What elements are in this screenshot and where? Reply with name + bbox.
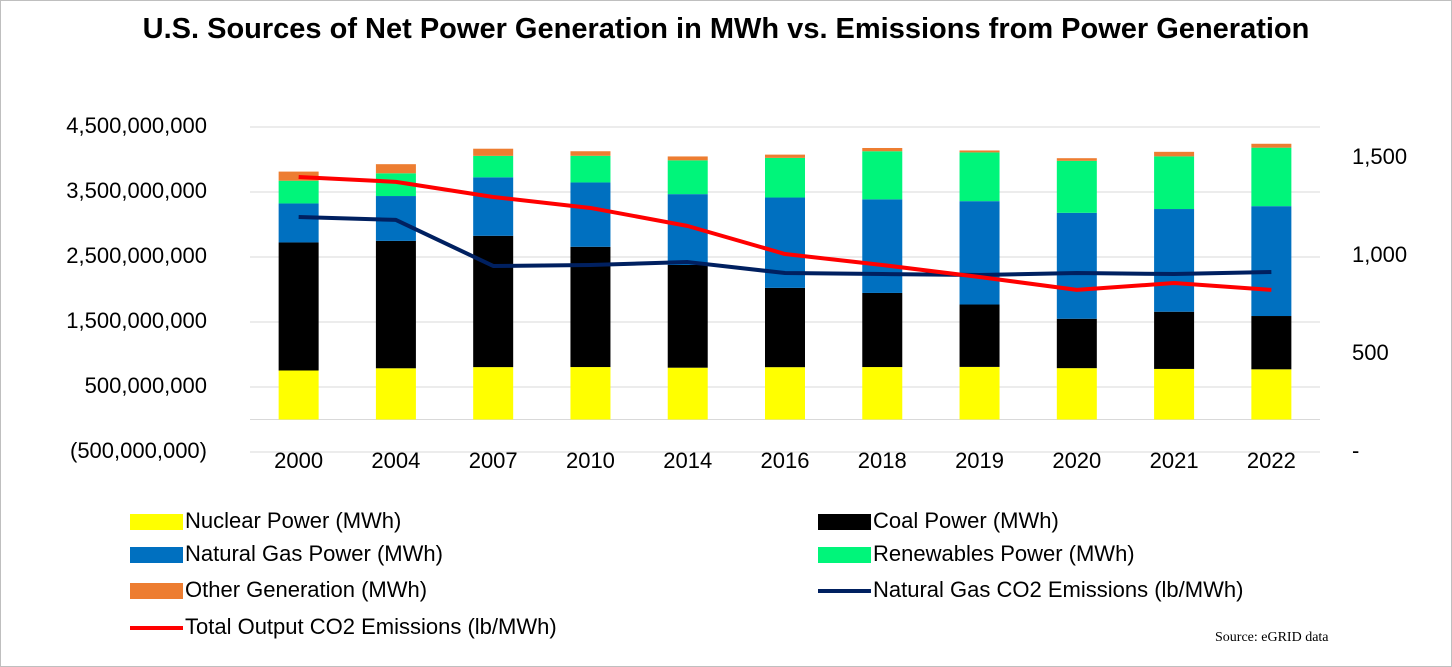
y-tick-label: 3,500,000,000 xyxy=(66,178,207,203)
y2-tick-label: 1,500 xyxy=(1352,144,1407,169)
bar-segment xyxy=(375,368,416,420)
y-tick-label: 500,000,000 xyxy=(85,373,207,398)
bar-segment xyxy=(1251,147,1292,207)
line-series xyxy=(298,214,1272,277)
legend-swatch xyxy=(818,547,871,563)
y2-tick-label: 500 xyxy=(1352,340,1389,365)
bar-segment xyxy=(959,152,1000,202)
bar-segment xyxy=(473,155,514,178)
chart-title-box: U.S. Sources of Net Power Generation in … xyxy=(0,10,1452,48)
bar-segment xyxy=(278,203,319,243)
bar-segment xyxy=(473,148,514,156)
bar-segment xyxy=(862,292,903,368)
bar-segment xyxy=(570,155,611,183)
bar-segment xyxy=(765,287,805,368)
bar-segment xyxy=(1251,206,1292,317)
legend-label: Other Generation (MWh) xyxy=(185,577,427,602)
y-tick-label: (500,000,000) xyxy=(70,438,207,463)
bar-segment xyxy=(570,182,611,247)
y2-tick-label: - xyxy=(1352,438,1359,463)
bar-segment xyxy=(667,160,708,195)
bar-segment xyxy=(862,367,903,420)
bar-segment xyxy=(278,171,319,181)
bar-segment xyxy=(1154,209,1195,312)
x-tick-label: 2010 xyxy=(566,448,615,473)
x-tick-label: 2007 xyxy=(469,448,518,473)
bar-segment xyxy=(667,156,708,161)
bar-segment xyxy=(1056,160,1097,213)
bar-segment xyxy=(278,370,319,420)
x-tick-label: 2018 xyxy=(858,448,907,473)
bar-segment xyxy=(765,367,805,420)
bar-segment xyxy=(375,173,416,197)
source-note: Source: eGRID data xyxy=(1215,630,1329,645)
legend-swatch xyxy=(130,583,183,599)
y-tick-label: 4,500,000,000 xyxy=(66,113,207,138)
bar-segment xyxy=(570,367,611,420)
legend-label: Natural Gas CO2 Emissions (lb/MWh) xyxy=(873,577,1243,602)
bar-segment xyxy=(959,366,1000,420)
bar-segment xyxy=(667,264,708,368)
bar-segment xyxy=(278,242,319,371)
y-tick-label: 1,500,000,000 xyxy=(66,308,207,333)
bar-segment xyxy=(765,157,805,198)
bar-segment xyxy=(959,304,1000,367)
bar-segment xyxy=(1251,369,1292,420)
bar-segment xyxy=(473,367,514,420)
line-series xyxy=(298,174,1272,292)
legend-label: Renewables Power (MWh) xyxy=(873,541,1135,566)
bar-segment xyxy=(1251,316,1292,370)
bar-segment xyxy=(1154,156,1195,210)
bar-segment xyxy=(1154,311,1195,369)
bar-segment xyxy=(278,180,319,204)
x-tick-label: 2000 xyxy=(274,448,323,473)
legend-label: Coal Power (MWh) xyxy=(873,508,1059,533)
x-tick-label: 2004 xyxy=(371,448,420,473)
bar-segment xyxy=(862,151,903,200)
legend-label: Natural Gas Power (MWh) xyxy=(185,541,443,566)
bar-segment xyxy=(1056,158,1097,161)
y-tick-label: 2,500,000,000 xyxy=(66,243,207,268)
y2-tick-label: 1,000 xyxy=(1352,242,1407,267)
x-tick-label: 2016 xyxy=(761,448,810,473)
bar-segment xyxy=(667,367,708,420)
bar-segment xyxy=(570,151,611,156)
bar-segment xyxy=(1056,318,1097,369)
bar-segment xyxy=(1056,368,1097,420)
x-tick-label: 2019 xyxy=(955,448,1004,473)
x-tick-label: 2020 xyxy=(1052,448,1101,473)
legend-swatch xyxy=(130,547,183,563)
bar-segment xyxy=(473,177,514,236)
x-tick-label: 2014 xyxy=(663,448,712,473)
bar-segment xyxy=(765,154,805,158)
bar-segment xyxy=(862,147,903,152)
bar-segment xyxy=(473,235,514,368)
bar-segment xyxy=(375,164,416,174)
legend-swatch xyxy=(818,514,871,530)
legend-label: Nuclear Power (MWh) xyxy=(185,508,401,533)
bar-segment xyxy=(959,150,1000,153)
bar-segment xyxy=(1056,212,1097,319)
x-tick-label: 2021 xyxy=(1150,448,1199,473)
bar-segment xyxy=(1154,151,1195,157)
chart-title: U.S. Sources of Net Power Generation in … xyxy=(142,13,1310,45)
legend-label: Total Output CO2 Emissions (lb/MWh) xyxy=(185,614,557,639)
bar-segment xyxy=(862,199,903,293)
bar-segment xyxy=(1251,143,1292,148)
bar-segment xyxy=(375,240,416,369)
x-tick-label: 2022 xyxy=(1247,448,1296,473)
bar-segment xyxy=(959,201,1000,305)
legend-swatch xyxy=(130,514,183,530)
bar-segment xyxy=(1154,368,1195,420)
